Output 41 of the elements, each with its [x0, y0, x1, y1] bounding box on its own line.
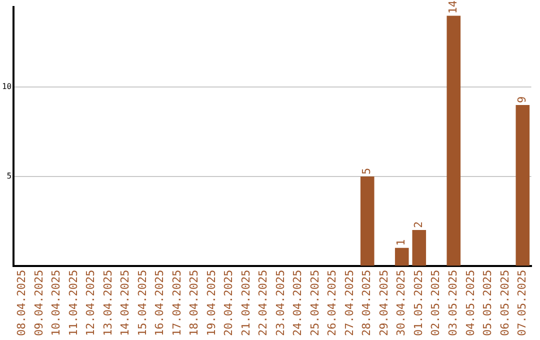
x-tick-label: 27.04.2025	[342, 270, 356, 336]
x-tick-label: 22.04.2025	[256, 270, 270, 336]
data-label: 1	[394, 239, 408, 246]
data-label: 2	[412, 221, 425, 228]
x-tick-label: 24.04.2025	[291, 270, 304, 336]
data-label: 5	[360, 168, 374, 174]
x-tick-label: 03.05.2025	[446, 270, 460, 336]
x-tick-label: 07.05.2025	[516, 270, 529, 336]
bar	[446, 16, 461, 266]
x-tick-label: 29.04.2025	[377, 270, 390, 336]
bar	[516, 105, 530, 266]
x-tick-label: 19.04.2025	[204, 270, 218, 336]
x-tick-label: 12.04.2025	[84, 270, 98, 336]
data-label: 9	[516, 96, 529, 104]
x-tick-label: 05.05.2025	[481, 270, 494, 336]
bar	[360, 176, 374, 266]
x-tick-label: 21.04.2025	[239, 270, 252, 336]
x-tick-label: 28.04.2025	[360, 270, 374, 336]
x-tick-label: 20.04.2025	[222, 270, 236, 336]
x-tick-label: 06.05.2025	[498, 270, 512, 336]
x-tick-label: 10.04.2025	[50, 270, 63, 336]
x-tick-label: 01.05.2025	[412, 270, 425, 336]
x-tick-label: 25.04.2025	[308, 270, 322, 336]
bar	[412, 230, 426, 266]
x-tick-label: 04.05.2025	[464, 270, 477, 336]
x-tick-label: 18.04.2025	[188, 270, 201, 336]
bar	[394, 248, 409, 266]
x-tick-label: 17.04.2025	[170, 270, 184, 336]
x-tick-label: 15.04.2025	[136, 270, 149, 336]
x-tick-label: 02.05.2025	[429, 270, 442, 336]
x-tick-label: 23.04.2025	[274, 270, 287, 336]
x-tick-label: 16.04.2025	[153, 270, 166, 336]
x-tick-label: 30.04.2025	[394, 270, 408, 336]
x-tick-label: 08.04.2025	[15, 270, 28, 336]
x-tick-label: 14.04.2025	[118, 270, 132, 336]
y-tick-label: 10	[2, 82, 12, 92]
data-label: 14	[446, 0, 460, 14]
x-tick-label: 26.04.2025	[326, 270, 339, 336]
x-tick-label: 09.04.2025	[32, 270, 46, 336]
x-tick-label: 11.04.2025	[66, 270, 80, 336]
x-tick-label: 13.04.2025	[101, 270, 114, 336]
